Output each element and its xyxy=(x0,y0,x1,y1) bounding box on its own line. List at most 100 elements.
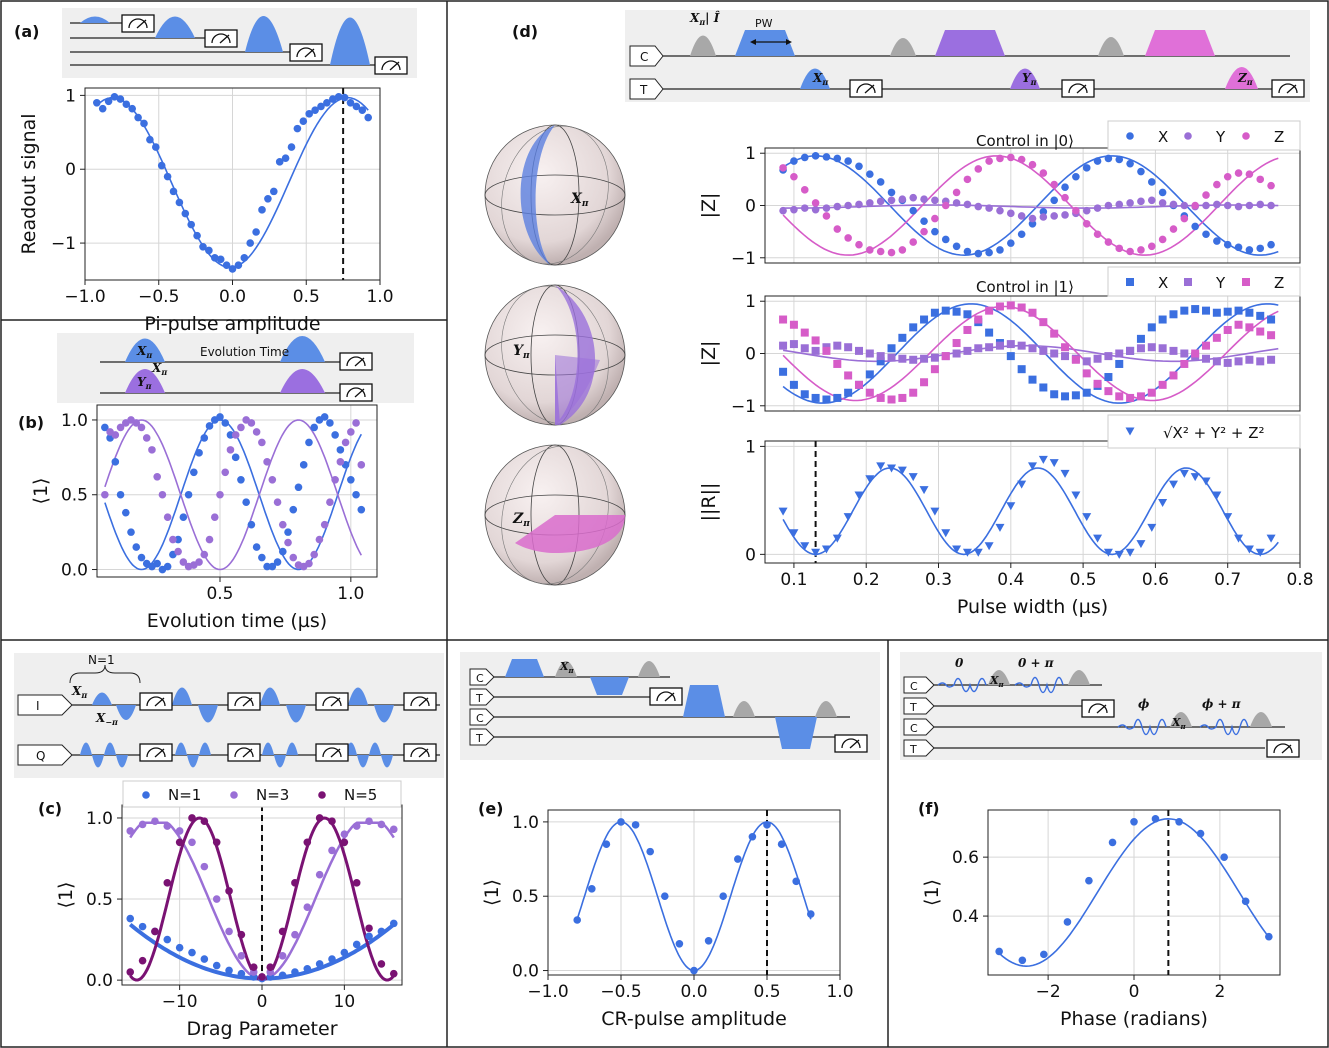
svg-text:Xπ: Xπ xyxy=(559,660,575,675)
data-point-x xyxy=(153,559,161,568)
data-point-y xyxy=(284,538,292,547)
data-point xyxy=(898,195,907,204)
data-point-y xyxy=(310,550,318,559)
data-point xyxy=(1202,230,1210,239)
data-point xyxy=(865,475,875,484)
data-point-y xyxy=(263,458,271,466)
data-point xyxy=(134,113,142,122)
y-tick-label: 0.0 xyxy=(86,971,113,991)
data-point xyxy=(116,95,125,103)
schematic-a xyxy=(62,8,417,78)
panel-label-b: (b) xyxy=(18,413,44,432)
meter-icon xyxy=(849,79,883,98)
data-point xyxy=(128,104,136,113)
data-point xyxy=(1050,390,1059,399)
data-point-x xyxy=(231,453,240,462)
data-point xyxy=(792,877,800,886)
data-point xyxy=(800,153,809,162)
data-point-y xyxy=(111,431,120,439)
data-point xyxy=(1017,303,1026,312)
x-tick-label: 0.0 xyxy=(219,287,246,307)
legend-frame xyxy=(1107,120,1301,151)
data-point xyxy=(1202,191,1210,199)
data-point xyxy=(138,820,147,829)
data-point xyxy=(1169,225,1178,233)
data-point xyxy=(104,97,113,106)
data-point xyxy=(1115,392,1124,401)
x-tick-label: 0.5 xyxy=(206,584,233,604)
bloch-y-label: Y xyxy=(513,343,525,359)
c-q-label: Q xyxy=(36,749,45,763)
data-point xyxy=(303,964,312,973)
data-point xyxy=(389,919,398,928)
data-point xyxy=(1006,502,1016,511)
data-point xyxy=(315,870,324,879)
data-point xyxy=(237,969,246,978)
data-point xyxy=(1115,349,1124,358)
bloch-sphere-z: Zπ xyxy=(484,444,626,586)
legend: X Y Z xyxy=(1107,120,1301,151)
data-point xyxy=(169,187,178,196)
svg-text:Xπ: Xπ xyxy=(1171,716,1187,731)
data-point xyxy=(1147,388,1156,397)
data-point xyxy=(151,927,159,936)
data-point xyxy=(789,529,799,538)
data-point xyxy=(661,892,669,901)
svg-text:Yπ: Yπ xyxy=(1022,71,1037,87)
data-point xyxy=(1017,480,1027,489)
data-point xyxy=(122,100,131,109)
data-point xyxy=(364,113,373,122)
data-point xyxy=(188,814,196,822)
f-t1-label: T xyxy=(909,701,917,714)
data-point xyxy=(952,188,961,197)
data-point xyxy=(1104,373,1113,382)
data-point xyxy=(941,529,951,538)
data-point xyxy=(898,333,907,342)
y-tick-label: 0 xyxy=(745,345,756,365)
data-point-x xyxy=(352,490,360,499)
panel-label-e: (e) xyxy=(478,799,503,818)
data-point xyxy=(1060,469,1070,478)
data-point xyxy=(246,239,254,247)
data-point xyxy=(779,367,788,376)
data-point xyxy=(98,104,107,113)
data-point xyxy=(1104,352,1113,361)
chart-e: −1.0 −0.5 0.0 0.5 1.0 0.0 0.5 1.0 CR-pulse ampli… xyxy=(481,809,854,1030)
legend-marker xyxy=(1126,132,1134,140)
data-point xyxy=(811,393,820,402)
data-point xyxy=(1093,379,1102,388)
y-tick-label: 1 xyxy=(745,292,756,312)
legend-label: Z xyxy=(1274,274,1284,292)
data-point xyxy=(832,534,842,543)
pulse-a4 xyxy=(330,17,370,65)
data-point xyxy=(1108,838,1117,847)
data-point xyxy=(1234,357,1243,366)
data-point xyxy=(1136,334,1145,343)
data-point xyxy=(789,340,798,349)
data-point xyxy=(278,971,287,980)
data-point xyxy=(833,225,842,233)
meter-icon xyxy=(649,687,683,706)
d-c-label: C xyxy=(640,50,648,64)
legend-marker xyxy=(1242,278,1250,286)
data-point xyxy=(1125,548,1135,557)
data-point xyxy=(315,814,324,822)
svg-text:Xπ: Xπ xyxy=(570,191,589,209)
data-point xyxy=(811,199,820,207)
data-point xyxy=(876,178,885,186)
chart-b: 0.5 1.0 0.0 0.5 1.0 Evolution time (µs) ⟨1⟩ xyxy=(30,404,378,632)
y-tick-label: 0.0 xyxy=(61,561,88,581)
data-point-x xyxy=(163,562,172,571)
legend-frame xyxy=(1107,266,1301,297)
f-c2-label: C xyxy=(910,722,918,735)
data-point xyxy=(1201,477,1211,486)
data-point xyxy=(1180,306,1189,315)
data-point xyxy=(1241,897,1250,906)
data-point xyxy=(175,943,184,952)
data-point-x xyxy=(294,483,303,492)
data-point xyxy=(1082,206,1091,215)
data-point-y xyxy=(200,550,209,559)
svg-text:Xπ| Î: Xπ| Î xyxy=(689,10,720,27)
data-point xyxy=(1212,308,1221,317)
